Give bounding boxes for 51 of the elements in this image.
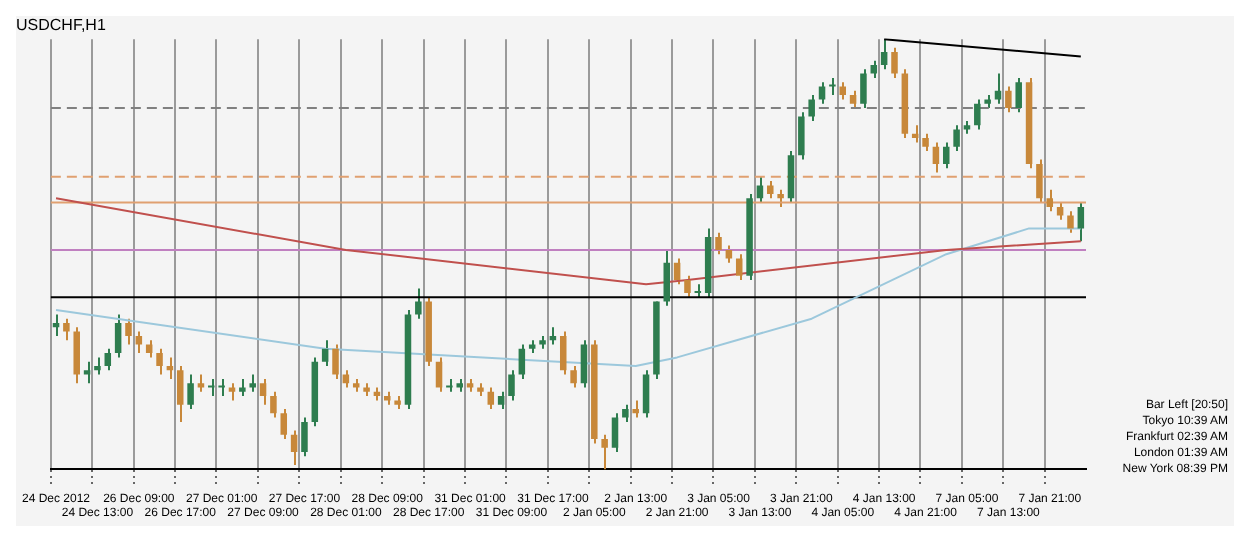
candlestick (259, 377, 267, 406)
candlestick (518, 343, 526, 380)
candlestick (601, 433, 608, 471)
candlestick (735, 253, 743, 281)
candlestick (270, 390, 277, 419)
candlestick (715, 231, 722, 256)
candlestick (280, 408, 288, 441)
candlestick (435, 356, 443, 393)
candlestick (880, 38, 888, 71)
candlestick (156, 347, 163, 376)
candlestick (321, 339, 329, 367)
candlestick (860, 68, 867, 109)
candlestick (663, 248, 671, 307)
candlestick (73, 326, 80, 385)
candlestick (1077, 201, 1085, 243)
candlestick (415, 287, 422, 320)
candlestick (1046, 188, 1054, 213)
candlestick (83, 360, 91, 385)
candlestick (332, 343, 339, 380)
candlestick (808, 94, 815, 122)
candlestick (301, 416, 308, 458)
candlestick (187, 373, 194, 410)
candlestick (932, 141, 940, 174)
candlestick (611, 412, 619, 453)
candlestick (891, 46, 898, 79)
candlestick (1015, 76, 1022, 114)
candlestick (580, 339, 588, 389)
candlestick (642, 369, 650, 419)
candlestick (290, 429, 298, 466)
candlestick (176, 365, 184, 423)
candlestick (1067, 210, 1074, 234)
candlestick (953, 124, 960, 152)
candlestick (135, 330, 143, 355)
candlestick (684, 274, 691, 299)
candlestick (63, 317, 70, 342)
candlestick (942, 141, 950, 170)
candlestick (974, 98, 981, 131)
candlestick (1036, 158, 1043, 204)
chart-title: USDCHF,H1 (16, 16, 107, 35)
candlestick (125, 317, 132, 346)
candlestick (559, 330, 567, 376)
candlestick (1005, 85, 1012, 114)
candlestick (114, 313, 122, 359)
candlestick (487, 386, 495, 410)
candlestick (798, 111, 805, 161)
candlestick (673, 257, 681, 286)
candlestick (508, 369, 515, 402)
candlestick (570, 365, 577, 389)
candlestick (756, 175, 764, 204)
candlestick (787, 150, 795, 204)
candlestick (104, 347, 112, 372)
